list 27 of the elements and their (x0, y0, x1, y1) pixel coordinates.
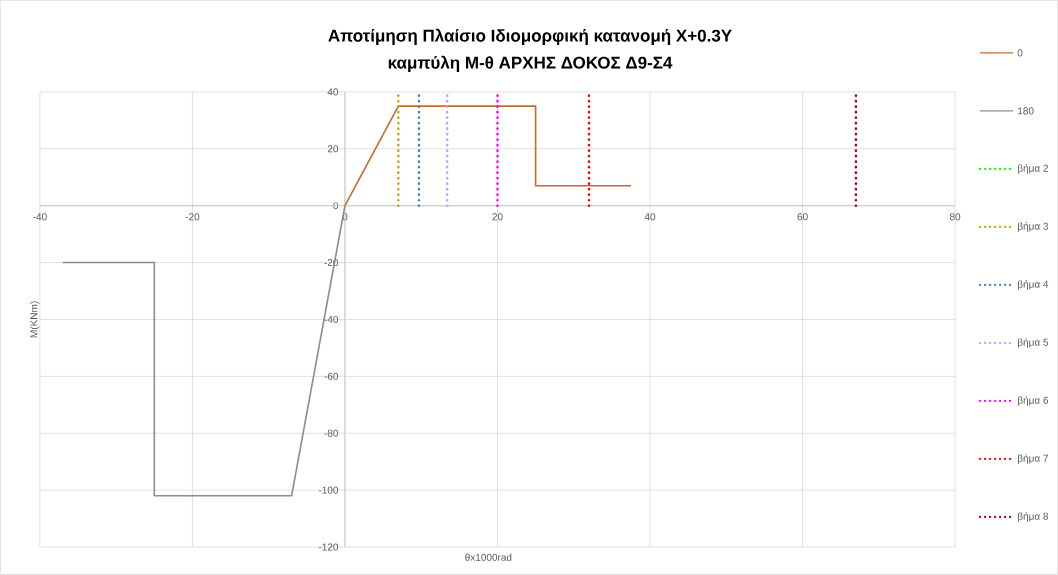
legend-label: βήμα 3 (1017, 222, 1049, 232)
x-tick-label: 60 (797, 213, 808, 221)
x-tick-label: 40 (644, 213, 656, 221)
chart-title: Αποτίμηση Πλαίσιο Ιδιομορφική κατανομή X+0.3Y (328, 28, 732, 46)
x-tick-label: 20 (492, 213, 503, 221)
legend-label: βήμα 8 (1017, 512, 1049, 522)
legend-label: βήμα 6 (1017, 396, 1049, 406)
y-tick-label: -40 (324, 315, 339, 324)
y-tick-label: -100 (318, 486, 339, 494)
x-tick-label: 80 (949, 213, 961, 221)
y-tick-label: -120 (318, 543, 339, 551)
y-axis-title: M(KNm) (30, 301, 40, 338)
legend-label: βήμα 7 (1017, 454, 1048, 464)
legend-label: βήμα 2 (1017, 164, 1048, 174)
y-tick-label: -80 (324, 429, 339, 437)
y-tick-label: 20 (327, 145, 339, 153)
legend-label: 0 (1017, 49, 1023, 57)
legend-label: 180 (1018, 107, 1034, 115)
y-tick-label: -60 (324, 372, 339, 380)
chart-subtitle: καμπύλη Μ-θ ΑΡΧΗΣ ΔΟΚΟΣ Δ9-Σ4 (388, 55, 673, 73)
x-tick-label: -20 (185, 213, 200, 221)
y-tick-label: 0 (333, 202, 339, 210)
legend-label: βήμα 5 (1017, 338, 1049, 348)
y-tick-label: 40 (327, 88, 339, 96)
x-tick-label: -40 (33, 213, 47, 221)
x-axis-title: θx1000rad (465, 553, 512, 561)
legend-label: βήμα 4 (1017, 280, 1049, 290)
